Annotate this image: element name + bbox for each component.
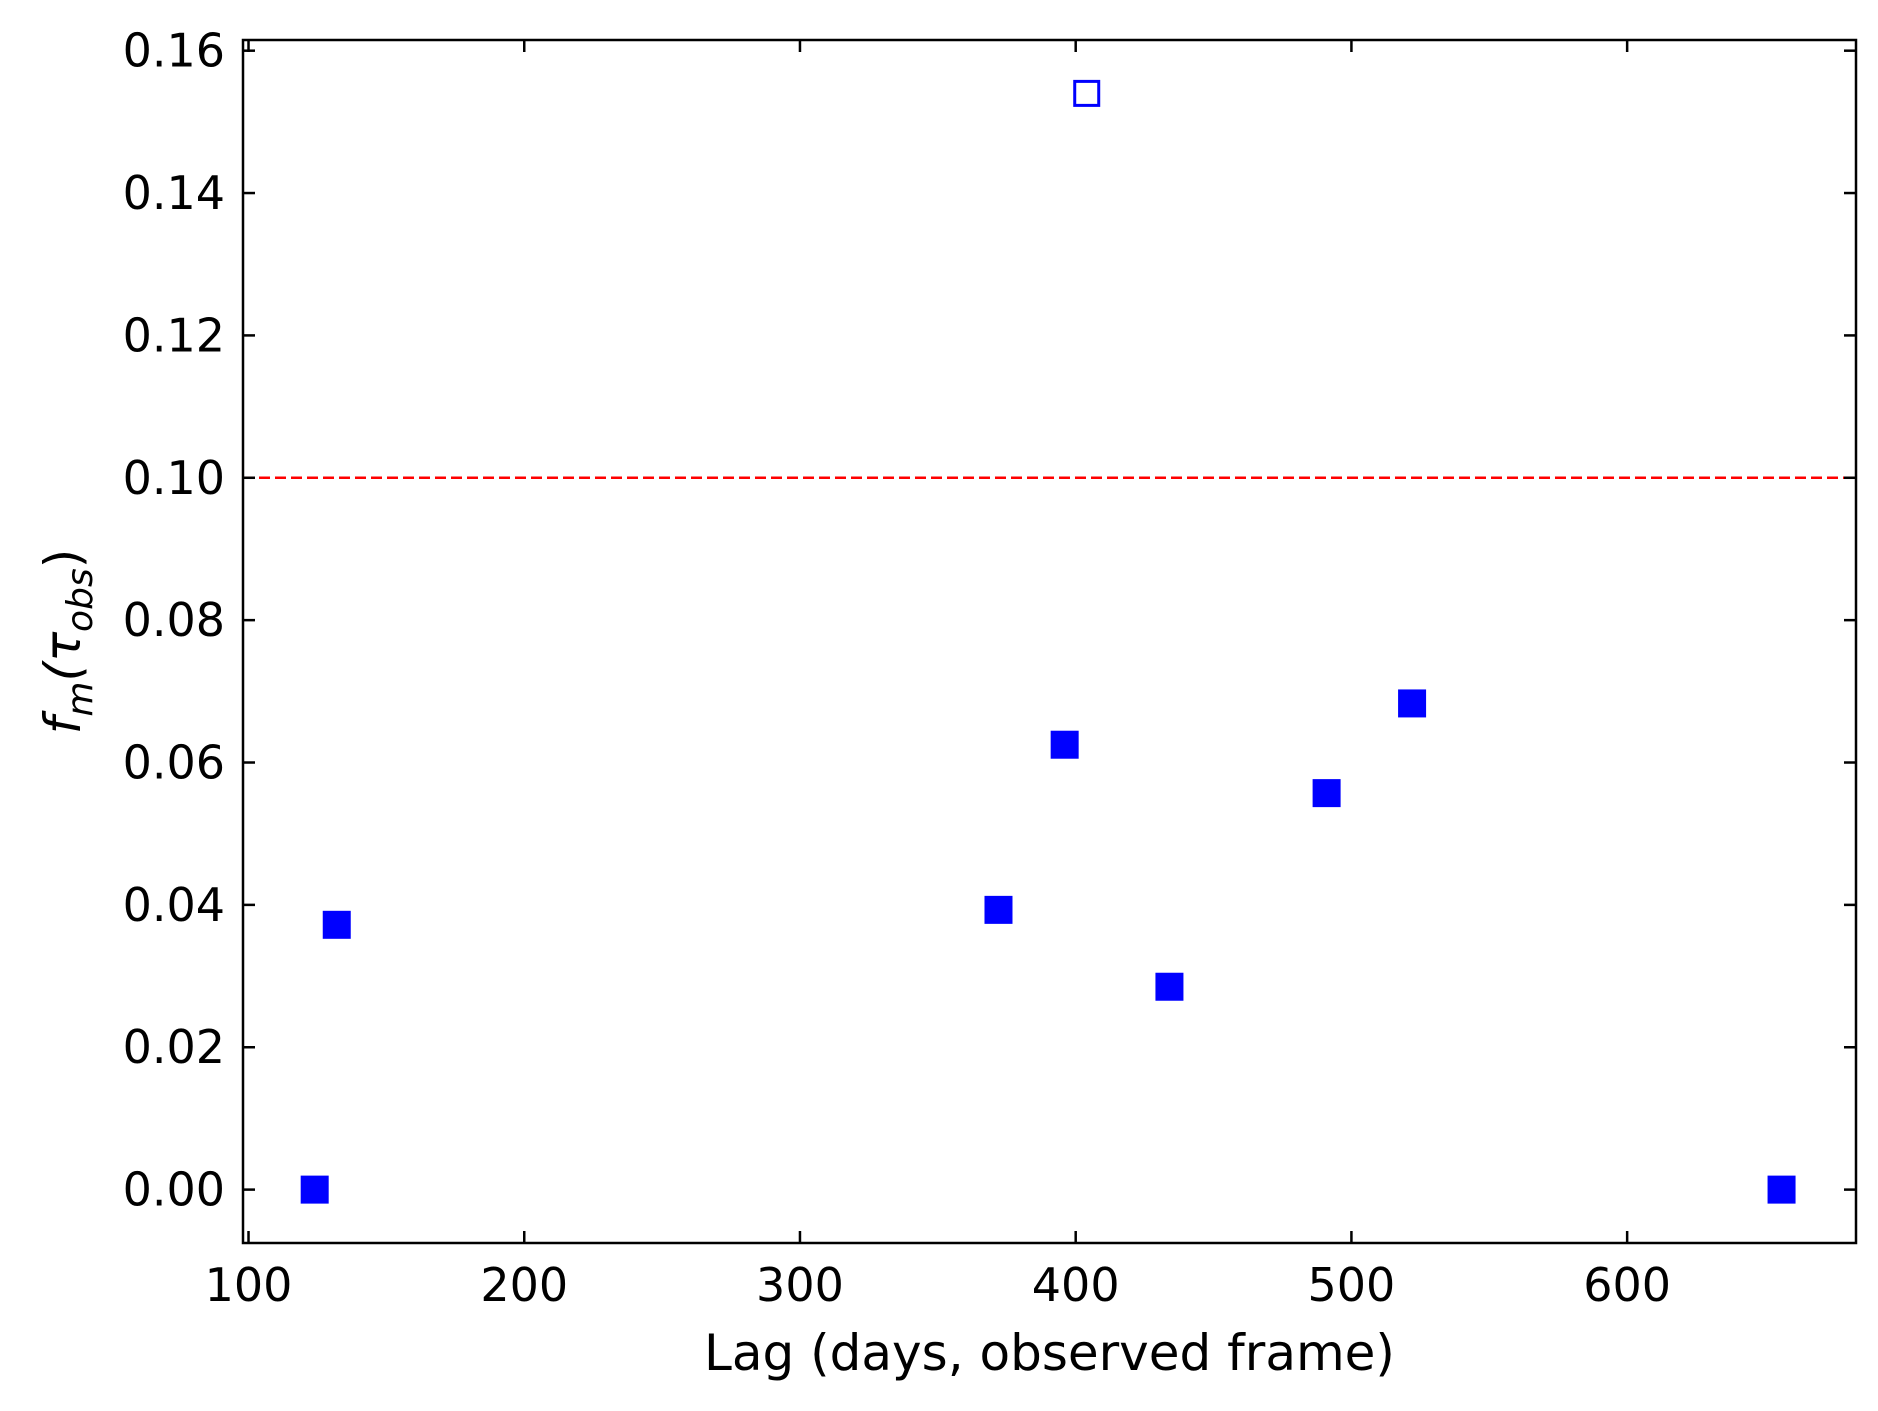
data-points-layer — [300, 79, 1796, 1204]
y-tick-label: 0.14 — [123, 166, 225, 220]
y-label-symbol-subscript: m — [60, 682, 101, 717]
y-axis-label: fm(τobs) — [34, 549, 101, 734]
filled-square-point — [300, 1175, 329, 1204]
open-square-point — [1073, 79, 1101, 107]
x-tick-label: 200 — [480, 1258, 568, 1312]
y-tick-label: 0.02 — [123, 1020, 225, 1074]
y-label-close: ) — [34, 549, 92, 569]
plot-frame — [241, 38, 1858, 1245]
x-axis-label: Lag (days, observed frame) — [704, 1324, 1395, 1382]
x-tick-label: 600 — [1583, 1258, 1671, 1312]
filled-square-point — [1155, 972, 1184, 1001]
filled-square-point — [1312, 779, 1341, 808]
y-label-open: (τ — [34, 631, 92, 682]
y-tick-label: 0.12 — [123, 308, 225, 362]
y-tick-label: 0.16 — [123, 24, 225, 78]
filled-square-point — [322, 910, 351, 939]
y-tick-label: 0.06 — [123, 736, 225, 790]
y-tick-label: 0.10 — [123, 451, 225, 505]
y-tick-label: 0.04 — [123, 878, 225, 932]
x-tick-label: 400 — [1032, 1258, 1120, 1312]
ticks-layer: 100 200 300 400 500 600 0.00 0.02 0.04 0.06 0.08 0.… — [123, 24, 1856, 1312]
filled-square-point — [984, 895, 1013, 924]
y-label-inner-subscript: obs — [60, 568, 101, 632]
x-tick-label: 300 — [756, 1258, 844, 1312]
filled-square-point — [1050, 730, 1079, 759]
x-tick-label: 500 — [1308, 1258, 1396, 1312]
filled-square-point — [1767, 1175, 1796, 1204]
y-tick-label: 0.00 — [123, 1163, 225, 1217]
filled-square-point — [1398, 689, 1427, 718]
x-tick-label: 100 — [205, 1258, 293, 1312]
y-tick-label: 0.08 — [123, 593, 225, 647]
